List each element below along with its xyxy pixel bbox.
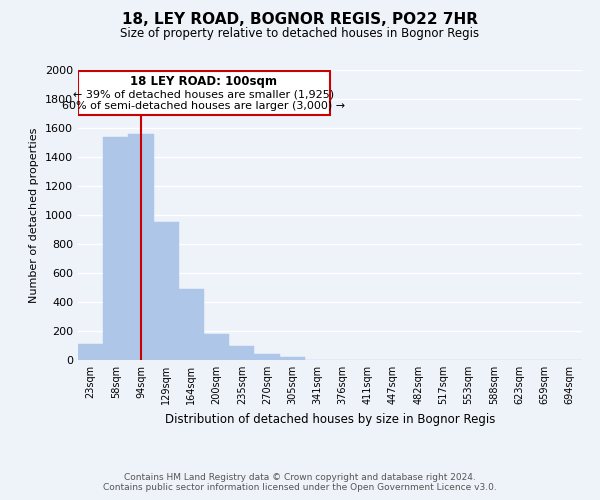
Text: ← 39% of detached houses are smaller (1,925): ← 39% of detached houses are smaller (1,… — [73, 89, 335, 99]
Text: Contains HM Land Registry data © Crown copyright and database right 2024.
Contai: Contains HM Land Registry data © Crown c… — [103, 473, 497, 492]
Bar — [154, 222, 179, 360]
Bar — [280, 357, 305, 360]
Bar — [229, 346, 254, 360]
Text: 18, LEY ROAD, BOGNOR REGIS, PO22 7HR: 18, LEY ROAD, BOGNOR REGIS, PO22 7HR — [122, 12, 478, 28]
Text: Size of property relative to detached houses in Bognor Regis: Size of property relative to detached ho… — [121, 28, 479, 40]
Bar — [254, 354, 280, 360]
Y-axis label: Number of detached properties: Number of detached properties — [29, 128, 40, 302]
Bar — [78, 344, 103, 360]
FancyBboxPatch shape — [78, 72, 330, 115]
Bar — [128, 134, 154, 360]
Bar — [179, 289, 204, 360]
Text: 60% of semi-detached houses are larger (3,000) →: 60% of semi-detached houses are larger (… — [62, 101, 346, 112]
Text: 18 LEY ROAD: 100sqm: 18 LEY ROAD: 100sqm — [131, 76, 277, 88]
X-axis label: Distribution of detached houses by size in Bognor Regis: Distribution of detached houses by size … — [165, 412, 495, 426]
Bar — [103, 136, 128, 360]
Bar — [204, 334, 229, 360]
